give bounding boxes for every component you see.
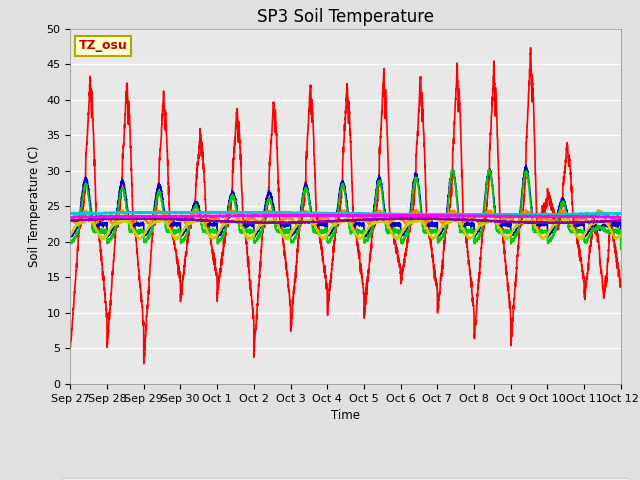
sp3_smT_3 <box>67 216 74 222</box>
sp3_smT_7 <box>616 215 623 221</box>
sp3_smT_1 <box>522 163 530 168</box>
sp3_smT_6 <box>409 212 417 217</box>
sp3_smT_2 <box>184 228 192 233</box>
sp3_smT_6 <box>527 213 534 218</box>
sp3_smT_1 <box>565 215 573 220</box>
Line: sp3_Tsurface: sp3_Tsurface <box>70 48 621 364</box>
Line: sp3_smT_3: sp3_smT_3 <box>70 210 621 226</box>
sp3_smT_5 <box>184 217 192 223</box>
sp3_smT_5 <box>278 221 286 227</box>
sp3_Tsurface <box>399 263 407 268</box>
Line: sp3_smT_2: sp3_smT_2 <box>70 169 621 249</box>
sp3_smT_5 <box>67 217 74 223</box>
sp3_Tsurface <box>617 284 625 290</box>
sp3_smT_1 <box>409 184 417 190</box>
sp3_smT_7 <box>329 212 337 217</box>
sp3_smT_6 <box>617 211 625 216</box>
sp3_smT_7 <box>399 213 407 218</box>
sp3_smT_3 <box>522 207 530 213</box>
sp3_smT_4 <box>67 232 74 238</box>
sp3_smT_3 <box>220 220 228 226</box>
sp3_smT_2 <box>565 222 573 228</box>
sp3_smT_1 <box>220 225 228 230</box>
Y-axis label: Soil Temperature (C): Soil Temperature (C) <box>28 145 41 267</box>
sp3_smT_5 <box>392 215 399 220</box>
sp3_smT_7 <box>67 214 74 220</box>
sp3_smT_7 <box>565 214 573 219</box>
sp3_smT_5 <box>399 216 407 221</box>
sp3_smT_6 <box>206 209 214 215</box>
sp3_smT_1 <box>184 220 192 226</box>
sp3_smT_6 <box>184 210 192 216</box>
sp3_Tsurface <box>67 344 74 350</box>
sp3_smT_1 <box>399 231 407 237</box>
sp3_smT_2 <box>617 246 625 252</box>
sp3_smT_2 <box>409 189 417 195</box>
sp3_smT_4 <box>576 237 584 243</box>
sp3_smT_6 <box>617 211 625 217</box>
sp3_smT_7 <box>409 213 417 219</box>
sp3_smT_3 <box>409 211 417 216</box>
Title: SP3 Soil Temperature: SP3 Soil Temperature <box>257 8 434 26</box>
sp3_Tsurface <box>184 228 192 234</box>
sp3_smT_7 <box>617 214 625 220</box>
sp3_smT_5 <box>220 218 228 224</box>
sp3_smT_4 <box>409 219 417 225</box>
Line: sp3_smT_4: sp3_smT_4 <box>70 218 621 240</box>
sp3_smT_7 <box>184 214 192 219</box>
X-axis label: Time: Time <box>331 409 360 422</box>
sp3_smT_2 <box>67 239 74 244</box>
sp3_smT_6 <box>67 211 74 216</box>
sp3_Tsurface <box>409 207 417 213</box>
sp3_Tsurface <box>617 279 625 285</box>
sp3_smT_2 <box>617 228 625 234</box>
sp3_smT_4 <box>617 233 625 239</box>
Legend: sp3_Tsurface, sp3_smT_1, sp3_smT_2, sp3_smT_3, sp3_smT_4, sp3_smT_5, sp3_smT_6, : sp3_Tsurface, sp3_smT_1, sp3_smT_2, sp3_… <box>61 479 630 480</box>
Line: sp3_smT_6: sp3_smT_6 <box>70 212 621 216</box>
Text: TZ_osu: TZ_osu <box>79 39 127 52</box>
sp3_Tsurface <box>220 239 228 245</box>
Line: sp3_smT_1: sp3_smT_1 <box>70 166 621 249</box>
sp3_smT_4 <box>451 216 458 221</box>
sp3_smT_3 <box>91 223 99 229</box>
sp3_Tsurface <box>565 163 573 169</box>
sp3_smT_6 <box>565 211 573 216</box>
sp3_Tsurface <box>140 361 148 367</box>
sp3_smT_4 <box>184 220 192 226</box>
sp3_smT_5 <box>409 216 417 221</box>
sp3_smT_5 <box>617 217 625 223</box>
sp3_smT_3 <box>399 218 407 224</box>
sp3_smT_4 <box>617 231 625 237</box>
sp3_smT_4 <box>220 221 228 227</box>
Line: sp3_smT_7: sp3_smT_7 <box>70 215 621 218</box>
sp3_Tsurface <box>527 45 534 50</box>
sp3_smT_4 <box>399 229 407 235</box>
sp3_smT_7 <box>220 213 228 218</box>
sp3_smT_2 <box>449 166 457 172</box>
sp3_smT_3 <box>565 216 573 221</box>
sp3_smT_6 <box>220 209 228 215</box>
sp3_smT_1 <box>67 232 74 238</box>
sp3_smT_3 <box>617 216 625 221</box>
sp3_smT_5 <box>617 218 625 224</box>
sp3_smT_7 <box>617 214 625 220</box>
sp3_smT_5 <box>565 220 573 226</box>
sp3_smT_1 <box>617 221 625 227</box>
sp3_smT_4 <box>565 219 573 225</box>
Line: sp3_smT_5: sp3_smT_5 <box>70 217 621 224</box>
sp3_smT_3 <box>184 217 192 223</box>
sp3_smT_2 <box>399 237 407 243</box>
sp3_smT_3 <box>617 216 625 221</box>
sp3_smT_1 <box>617 246 625 252</box>
sp3_smT_2 <box>220 233 228 239</box>
sp3_smT_6 <box>399 211 407 217</box>
